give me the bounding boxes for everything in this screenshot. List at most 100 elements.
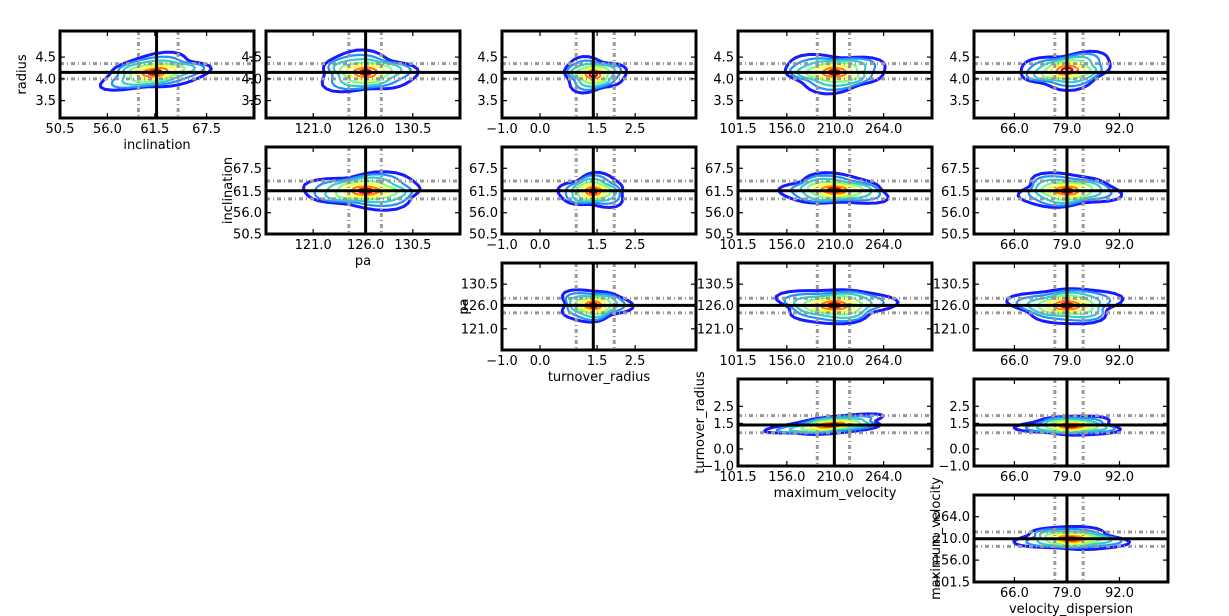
x-tick-label: 61.5 — [140, 122, 169, 137]
x-axis-label: maximum_velocity — [774, 486, 897, 501]
panel-frame — [972, 145, 1170, 236]
contour-level-2 — [110, 55, 205, 89]
panel-frame — [58, 29, 256, 120]
x-tick-label: 79.0 — [1052, 238, 1081, 253]
x-tick-label: 92.0 — [1105, 354, 1134, 369]
x-tick-label: 156.0 — [768, 122, 805, 137]
y-tick-label: 50.5 — [233, 228, 262, 243]
x-tick-label: 92.0 — [1105, 470, 1134, 485]
panel-radius-vs-velocity_dispersion: 66.0 79.0 92.0 3.5 4.0 4.5 — [949, 29, 1170, 137]
x-tick-label: −1.0 — [486, 238, 518, 253]
panel-frame — [500, 145, 698, 236]
x-tick-label: 79.0 — [1052, 354, 1081, 369]
y-tick-label: 130.5 — [933, 278, 970, 293]
y-tick-label: 121.0 — [461, 322, 498, 337]
y-axis-label: turnover_radius — [693, 371, 708, 474]
y-tick-label: 3.5 — [35, 94, 56, 109]
contour-level-4 — [800, 419, 862, 432]
y-tick-label: 121.0 — [697, 322, 734, 337]
x-tick-label: 66.0 — [1000, 122, 1029, 137]
contour-level-4 — [128, 62, 186, 83]
y-tick-label: 3.5 — [241, 94, 262, 109]
x-tick-label: 210.0 — [817, 122, 854, 137]
x-tick-label: 92.0 — [1105, 586, 1134, 601]
contour-level-5 — [134, 64, 177, 81]
x-tick-label: 101.5 — [719, 238, 756, 253]
y-tick-label: 101.5 — [933, 576, 970, 591]
y-tick-label: 121.0 — [933, 322, 970, 337]
y-tick-label: 1.5 — [949, 417, 970, 432]
y-tick-label: 4.5 — [477, 51, 498, 66]
x-axis-label: pa — [355, 254, 371, 269]
x-tick-label: 0.0 — [530, 238, 551, 253]
x-tick-label: 130.5 — [394, 122, 431, 137]
y-tick-label: 4.5 — [241, 51, 262, 66]
y-tick-label: 4.0 — [477, 72, 498, 87]
x-tick-label: 79.0 — [1052, 122, 1081, 137]
x-tick-label: 79.0 — [1052, 470, 1081, 485]
y-tick-label: 210.0 — [933, 532, 970, 547]
panel-pa-vs-velocity_dispersion: 66.0 79.0 92.0 121.0 126.0 130.5 — [933, 261, 1170, 369]
panel-radius-vs-maximum_velocity: 101.5 156.0 210.0 264.0 3.5 4.0 4.5 — [713, 29, 934, 137]
y-tick-label: 126.0 — [461, 299, 498, 314]
x-tick-label: 264.0 — [865, 238, 902, 253]
x-tick-label: 210.0 — [817, 354, 854, 369]
x-tick-label: 126.0 — [347, 238, 384, 253]
panel-frame — [972, 261, 1170, 352]
x-tick-label: 66.0 — [1000, 238, 1029, 253]
panel-inclination-vs-maximum_velocity: 101.5 156.0 210.0 264.0 50.5 56.0 61.5 67.5 — [705, 145, 934, 253]
x-tick-label: 1.5 — [587, 354, 608, 369]
panel-turnover_radius-vs-maximum_velocity: 101.5 156.0 210.0 264.0 −1.0 0.0 1.5 2.5 maximum… — [693, 371, 934, 501]
x-tick-label: 66.0 — [1000, 470, 1029, 485]
x-tick-label: 126.0 — [347, 122, 384, 137]
x-tick-label: 210.0 — [817, 470, 854, 485]
x-tick-label: 92.0 — [1105, 238, 1134, 253]
x-tick-label: 121.0 — [295, 238, 332, 253]
x-tick-label: 264.0 — [865, 354, 902, 369]
y-tick-label: 4.0 — [949, 72, 970, 87]
y-tick-label: 4.5 — [949, 51, 970, 66]
panel-turnover_radius-vs-velocity_dispersion: 66.0 79.0 92.0 −1.0 0.0 1.5 2.5 — [938, 377, 1170, 485]
x-tick-label: 2.5 — [625, 354, 646, 369]
x-tick-label: 101.5 — [719, 470, 756, 485]
x-axis-label: inclination — [123, 138, 190, 153]
y-tick-label: 0.0 — [949, 442, 970, 457]
y-tick-label: 4.0 — [35, 72, 56, 87]
x-tick-label: 264.0 — [865, 122, 902, 137]
panel-pa-vs-turnover_radius: −1.0 0.0 1.5 2.5 121.0 126.0 130.5 turnover_rad… — [457, 261, 698, 385]
y-tick-label: 3.5 — [949, 94, 970, 109]
y-tick-label: 264.0 — [933, 510, 970, 525]
x-tick-label: 66.0 — [1000, 586, 1029, 601]
panel-frame — [264, 145, 462, 236]
y-tick-label: 130.5 — [697, 278, 734, 293]
y-tick-label: 2.5 — [713, 400, 734, 415]
x-tick-label: 101.5 — [719, 122, 756, 137]
y-tick-label: 4.0 — [713, 72, 734, 87]
x-tick-label: −1.0 — [486, 122, 518, 137]
y-tick-label: 67.5 — [705, 162, 734, 177]
y-tick-label: 56.0 — [941, 206, 970, 221]
y-tick-label: 4.0 — [241, 72, 262, 87]
x-tick-label: 0.0 — [530, 122, 551, 137]
y-axis-label: inclination — [221, 157, 236, 224]
x-tick-label: −1.0 — [486, 354, 518, 369]
contour-level-1 — [562, 55, 629, 95]
y-tick-label: 126.0 — [697, 299, 734, 314]
x-tick-label: 56.0 — [93, 122, 122, 137]
contour-level-3 — [788, 417, 870, 433]
y-tick-label: 67.5 — [469, 162, 498, 177]
y-tick-label: 50.5 — [705, 228, 734, 243]
y-tick-label: 61.5 — [469, 185, 498, 200]
y-tick-label: 61.5 — [233, 185, 262, 200]
panel-radius-vs-turnover_radius: −1.0 0.0 1.5 2.5 3.5 4.0 4.5 — [477, 29, 698, 137]
y-tick-label: 2.5 — [949, 400, 970, 415]
y-tick-label: 56.0 — [469, 206, 498, 221]
x-tick-label: 92.0 — [1105, 122, 1134, 137]
x-tick-label: 79.0 — [1052, 586, 1081, 601]
x-tick-label: 210.0 — [817, 238, 854, 253]
y-tick-label: 50.5 — [941, 228, 970, 243]
panel-frame — [972, 377, 1170, 468]
panel-pa-vs-maximum_velocity: 101.5 156.0 210.0 264.0 121.0 126.0 130.5 — [697, 261, 934, 369]
y-tick-label: 67.5 — [941, 162, 970, 177]
x-tick-label: 2.5 — [625, 122, 646, 137]
